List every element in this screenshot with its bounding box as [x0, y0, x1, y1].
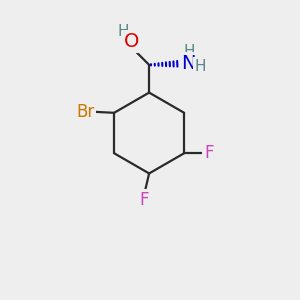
Text: H: H [118, 24, 130, 39]
Text: O: O [124, 32, 139, 51]
Text: H: H [195, 58, 206, 74]
Text: F: F [140, 191, 149, 209]
Text: N: N [182, 54, 196, 73]
Text: F: F [204, 144, 214, 162]
Text: Br: Br [76, 103, 94, 121]
Text: H: H [183, 44, 195, 59]
